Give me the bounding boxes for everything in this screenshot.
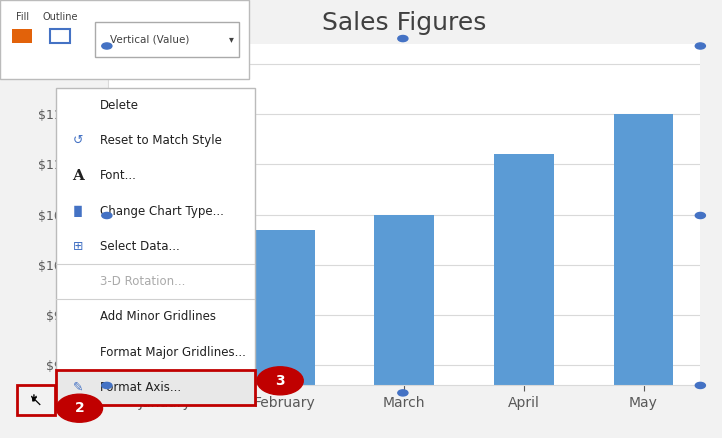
Text: ⊞: ⊞ — [73, 240, 84, 253]
Bar — [375, 215, 434, 438]
FancyBboxPatch shape — [50, 29, 70, 43]
Text: Change Chart Type...: Change Chart Type... — [100, 205, 224, 218]
Text: ✎: ✎ — [73, 381, 84, 394]
Title: Sales Figures: Sales Figures — [322, 11, 487, 35]
Text: 2: 2 — [74, 401, 84, 415]
FancyBboxPatch shape — [56, 370, 255, 405]
Text: A: A — [72, 169, 84, 183]
Bar — [255, 230, 315, 438]
Text: Font...: Font... — [100, 170, 137, 182]
Text: Format Axis...: Format Axis... — [100, 381, 181, 394]
Text: Format Major Gridlines...: Format Major Gridlines... — [100, 346, 246, 359]
Text: 3-D Rotation...: 3-D Rotation... — [100, 275, 186, 288]
Text: Vertical (Value): Vertical (Value) — [110, 35, 189, 44]
FancyBboxPatch shape — [56, 88, 255, 405]
Bar — [135, 360, 195, 438]
Text: Add Minor Gridlines: Add Minor Gridlines — [100, 311, 216, 323]
Text: ✎: ✎ — [73, 381, 84, 394]
Text: ↖: ↖ — [30, 393, 43, 408]
Bar — [614, 114, 674, 438]
Text: Fill: Fill — [16, 12, 29, 22]
Text: ▐▌: ▐▌ — [69, 205, 87, 217]
FancyBboxPatch shape — [0, 0, 249, 79]
Text: Select Data...: Select Data... — [100, 240, 180, 253]
Text: ▾: ▾ — [229, 35, 234, 44]
FancyBboxPatch shape — [12, 29, 32, 43]
Text: 3: 3 — [275, 374, 285, 388]
Text: Format Axis...: Format Axis... — [100, 381, 181, 394]
Bar — [494, 154, 554, 438]
FancyBboxPatch shape — [56, 370, 255, 405]
Text: Reset to Match Style: Reset to Match Style — [100, 134, 222, 147]
Text: Outline: Outline — [42, 12, 77, 22]
Text: Delete: Delete — [100, 99, 139, 112]
FancyBboxPatch shape — [95, 22, 239, 57]
Text: ↺: ↺ — [73, 134, 84, 147]
